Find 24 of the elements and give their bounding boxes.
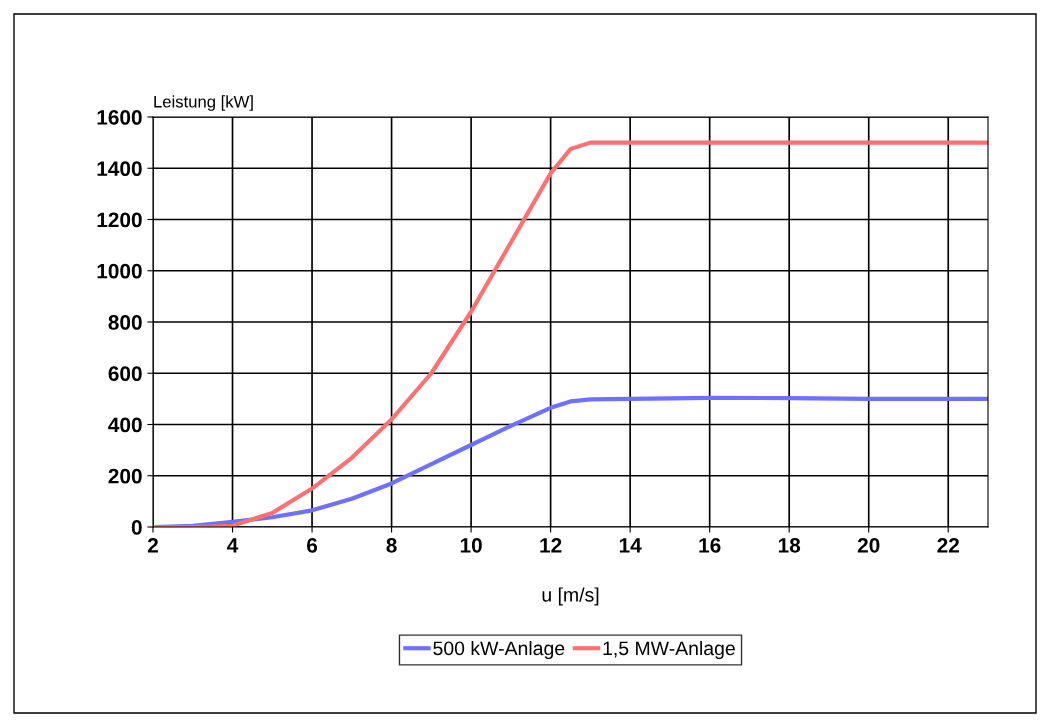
x-tick-label: 10 [460,537,482,553]
x-tick-label: 16 [699,537,721,553]
y-tick-label: 1000 [97,263,142,279]
x-tick-label: 20 [857,537,880,553]
y-tick-label: 200 [108,468,142,484]
y-tick-label: 600 [108,366,142,381]
x-tick-label: 8 [386,537,397,553]
y-tick-label: 1200 [97,212,142,228]
y-tick-label: 800 [108,315,142,330]
y-tick-label: 0 [131,520,142,535]
y-axis-title: Leistung [kW] [154,95,253,111]
legend-label: 1,5 MW-Anlage [603,640,735,660]
x-tick-label: 12 [540,537,562,553]
x-tick-label: 6 [307,537,318,553]
x-tick-label: 18 [778,537,801,553]
x-tick-label: 22 [937,537,959,553]
x-axis-title: u [m/s] [542,587,599,606]
y-tick-label: 1400 [97,161,142,176]
x-tick-label: 4 [227,538,239,553]
y-tick-label: 1600 [97,110,142,125]
x-tick-label: 14 [619,538,642,553]
y-tick-label: 400 [108,417,142,433]
x-tick-label: 2 [147,537,158,553]
legend-label: 500 kW-Anlage [433,640,565,660]
